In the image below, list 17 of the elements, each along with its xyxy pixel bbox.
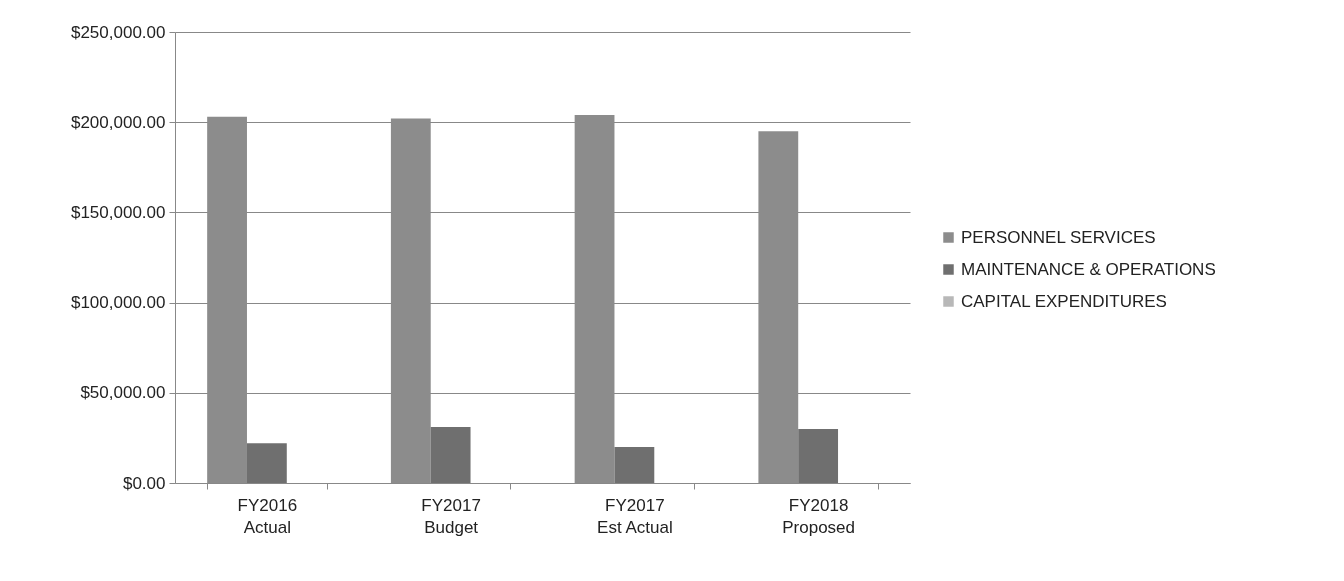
y-tick-label: $150,000.00 bbox=[70, 202, 166, 222]
legend-label: CAPITAL EXPENDITURES bbox=[961, 291, 1167, 311]
x-tick-label: FY2017 Budget bbox=[421, 495, 481, 537]
bar bbox=[614, 446, 655, 483]
y-tick-label: $50,000.00 bbox=[80, 383, 166, 403]
x-tick-label: FY2018 Proposed bbox=[782, 495, 856, 537]
y-tick-label: $250,000.00 bbox=[70, 22, 166, 42]
legend-label: PERSONNEL SERVICES bbox=[961, 227, 1156, 247]
y-tick-label: $200,000.00 bbox=[70, 112, 166, 132]
y-tick-label: $0.00 bbox=[122, 473, 166, 493]
legend-label: MAINTENANCE & OPERATIONS bbox=[961, 259, 1216, 279]
x-tick-label: FY2016 Actual bbox=[237, 495, 298, 537]
x-tick-label: FY2017 Est Actual bbox=[597, 495, 673, 537]
bar bbox=[798, 428, 839, 483]
bar bbox=[246, 443, 287, 483]
bar bbox=[430, 427, 471, 483]
y-tick-label: $100,000.00 bbox=[70, 293, 166, 313]
